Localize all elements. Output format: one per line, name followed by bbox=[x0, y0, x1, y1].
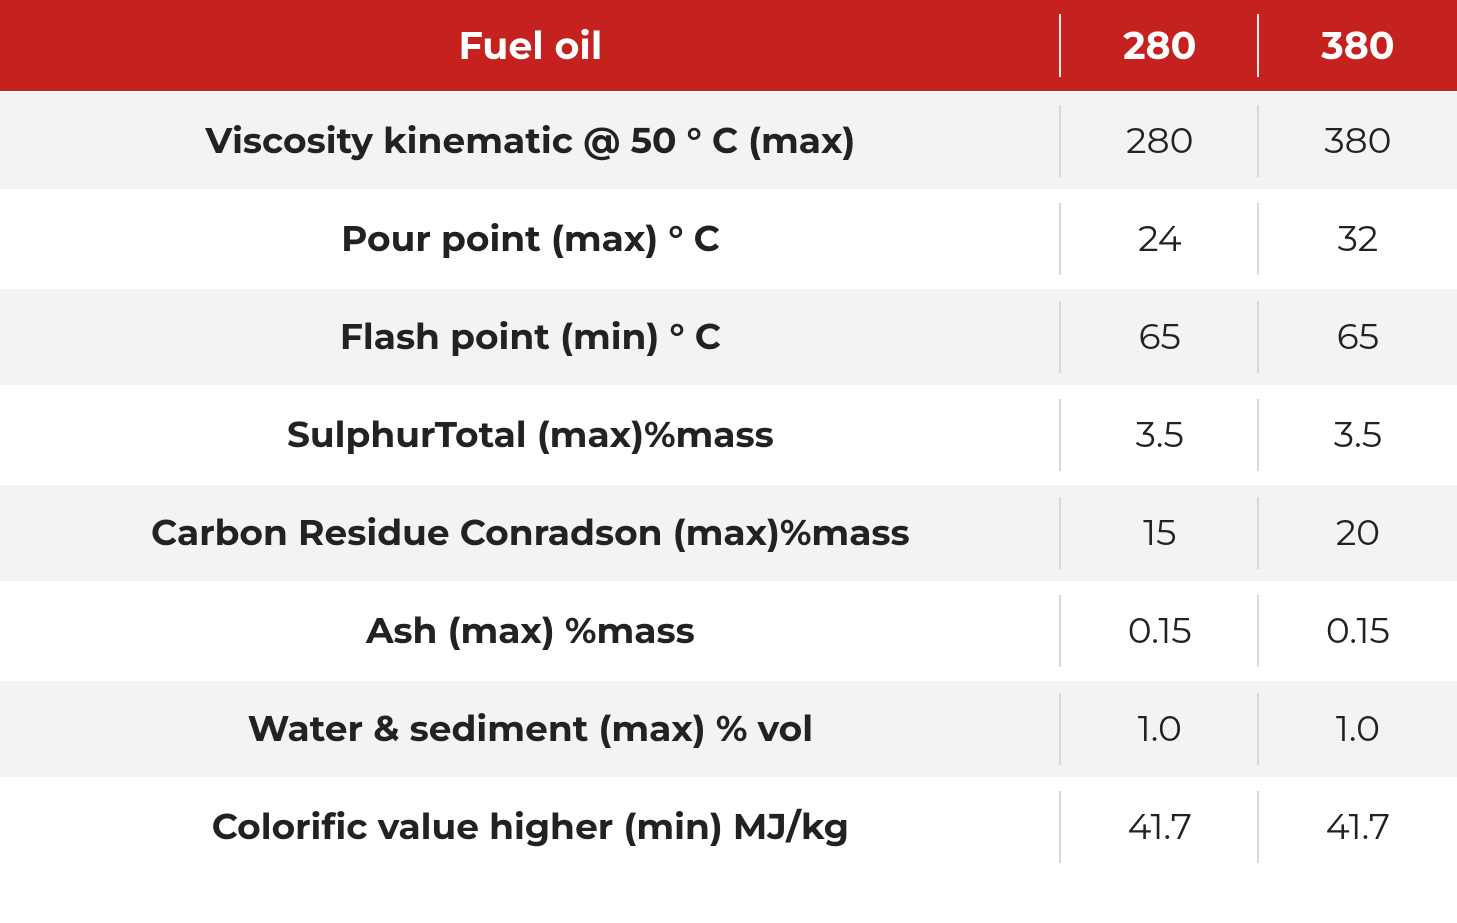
fuel-oil-table: Fuel oil 280 380 Viscosity kinematic @ 5… bbox=[0, 0, 1457, 875]
header-col-380: 380 bbox=[1259, 0, 1457, 91]
param-cell: Water & sediment (max) % vol bbox=[0, 679, 1061, 777]
value-cell-380: 380 bbox=[1259, 91, 1457, 189]
table-header: Fuel oil 280 380 bbox=[0, 0, 1457, 91]
value-cell-380: 1.0 bbox=[1259, 679, 1457, 777]
param-label: Flash point (min) ° C bbox=[340, 315, 721, 359]
param-label: SulphurTotal (max)%mass bbox=[287, 413, 774, 457]
value-cell-280: 1.0 bbox=[1061, 679, 1259, 777]
value-280: 0.15 bbox=[1128, 609, 1192, 653]
param-label: Water & sediment (max) % vol bbox=[248, 707, 813, 751]
value-380: 20 bbox=[1336, 511, 1380, 555]
value-cell-380: 3.5 bbox=[1259, 385, 1457, 483]
param-cell: Pour point (max) ° C bbox=[0, 189, 1061, 287]
table-row: Colorific value higher (min) MJ/kg 41.7 … bbox=[0, 777, 1457, 875]
header-col2-label: 380 bbox=[1321, 22, 1394, 69]
table-row: Viscosity kinematic @ 50 ° C (max) 280 3… bbox=[0, 91, 1457, 189]
table-row: SulphurTotal (max)%mass 3.5 3.5 bbox=[0, 385, 1457, 483]
value-280: 280 bbox=[1126, 119, 1193, 163]
value-cell-280: 280 bbox=[1061, 91, 1259, 189]
param-label: Colorific value higher (min) MJ/kg bbox=[212, 805, 849, 849]
fuel-oil-table-container: Fuel oil 280 380 Viscosity kinematic @ 5… bbox=[0, 0, 1457, 875]
value-280: 3.5 bbox=[1136, 413, 1184, 457]
value-cell-380: 65 bbox=[1259, 287, 1457, 385]
value-cell-280: 65 bbox=[1061, 287, 1259, 385]
value-380: 65 bbox=[1337, 315, 1379, 359]
value-280: 41.7 bbox=[1128, 805, 1192, 849]
value-380: 41.7 bbox=[1326, 805, 1390, 849]
table-row: Carbon Residue Conradson (max)%mass 15 2… bbox=[0, 483, 1457, 581]
value-cell-280: 3.5 bbox=[1061, 385, 1259, 483]
param-cell: Ash (max) %mass bbox=[0, 581, 1061, 679]
value-cell-280: 41.7 bbox=[1061, 777, 1259, 875]
value-cell-380: 41.7 bbox=[1259, 777, 1457, 875]
value-cell-280: 0.15 bbox=[1061, 581, 1259, 679]
param-cell: Colorific value higher (min) MJ/kg bbox=[0, 777, 1061, 875]
param-label: Carbon Residue Conradson (max)%mass bbox=[151, 511, 910, 555]
value-280: 15 bbox=[1143, 511, 1176, 555]
table-header-row: Fuel oil 280 380 bbox=[0, 0, 1457, 91]
value-cell-380: 20 bbox=[1259, 483, 1457, 581]
value-380: 1.0 bbox=[1336, 707, 1380, 751]
value-cell-380: 0.15 bbox=[1259, 581, 1457, 679]
header-title: Fuel oil bbox=[458, 22, 602, 69]
param-cell: SulphurTotal (max)%mass bbox=[0, 385, 1061, 483]
table-row: Pour point (max) ° C 24 32 bbox=[0, 189, 1457, 287]
table-row: Ash (max) %mass 0.15 0.15 bbox=[0, 581, 1457, 679]
value-cell-280: 15 bbox=[1061, 483, 1259, 581]
value-380: 380 bbox=[1324, 119, 1391, 163]
header-col-280: 280 bbox=[1061, 0, 1259, 91]
table-row: Water & sediment (max) % vol 1.0 1.0 bbox=[0, 679, 1457, 777]
value-280: 65 bbox=[1139, 315, 1181, 359]
header-title-cell: Fuel oil bbox=[0, 0, 1061, 91]
table-body: Viscosity kinematic @ 50 ° C (max) 280 3… bbox=[0, 91, 1457, 875]
param-cell: Viscosity kinematic @ 50 ° C (max) bbox=[0, 91, 1061, 189]
param-cell: Flash point (min) ° C bbox=[0, 287, 1061, 385]
header-col1-label: 280 bbox=[1123, 22, 1196, 69]
value-280: 1.0 bbox=[1138, 707, 1182, 751]
param-label: Pour point (max) ° C bbox=[341, 217, 720, 261]
param-label: Ash (max) %mass bbox=[366, 609, 695, 653]
value-cell-280: 24 bbox=[1061, 189, 1259, 287]
value-380: 32 bbox=[1338, 217, 1379, 261]
value-380: 0.15 bbox=[1326, 609, 1390, 653]
value-380: 3.5 bbox=[1334, 413, 1382, 457]
param-label: Viscosity kinematic @ 50 ° C (max) bbox=[205, 119, 855, 163]
value-280: 24 bbox=[1138, 217, 1181, 261]
param-cell: Carbon Residue Conradson (max)%mass bbox=[0, 483, 1061, 581]
value-cell-380: 32 bbox=[1259, 189, 1457, 287]
table-row: Flash point (min) ° C 65 65 bbox=[0, 287, 1457, 385]
